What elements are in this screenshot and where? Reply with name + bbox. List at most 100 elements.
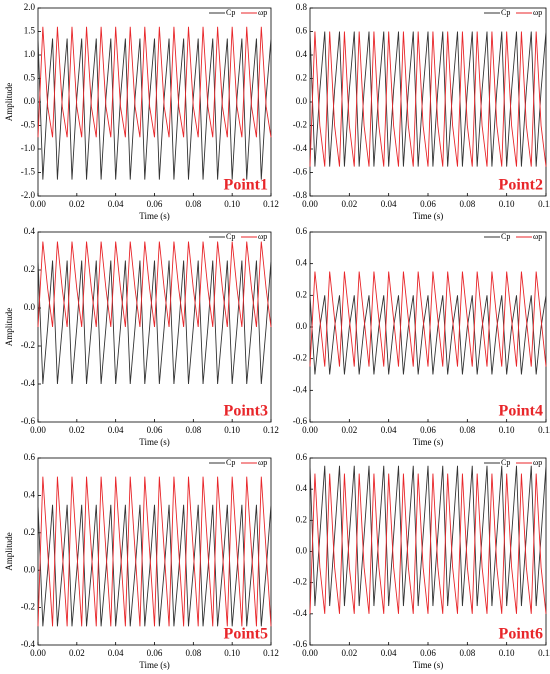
x-tick-label: 0.08 xyxy=(185,199,201,209)
y-axis-label: Amplitude xyxy=(4,308,14,347)
x-tick-label: 0.10 xyxy=(499,648,515,658)
legend-label: Cp xyxy=(226,8,235,17)
plot-frame xyxy=(309,231,547,423)
legend-label: ωp xyxy=(258,458,267,467)
x-tick-label: 0.02 xyxy=(341,425,357,435)
x-tick-label: 0.00 xyxy=(302,425,318,435)
x-tick-label: 0.04 xyxy=(108,648,124,658)
series-line xyxy=(37,504,272,627)
annotation: Point1 xyxy=(224,177,268,194)
y-axis-label: Amplitude xyxy=(4,83,14,122)
x-tick-label: 0.08 xyxy=(185,648,201,658)
series-line xyxy=(37,260,272,385)
panel: -0.6 -0.4 -0.2 0.0 0.2 0.4 0.6 0.00 0.02 0.04 0.06… xyxy=(293,226,550,447)
y-axis-label: Amplitude xyxy=(4,532,14,571)
series-line xyxy=(37,476,272,627)
y-tick-label: 0.0 xyxy=(296,546,308,556)
y-tick-label: -0.2 xyxy=(21,340,35,350)
legend-label: Cp xyxy=(501,232,510,241)
x-tick-label: 0.02 xyxy=(69,425,85,435)
x-tick-label: 0.04 xyxy=(108,199,124,209)
annotation: Point5 xyxy=(224,626,268,643)
y-tick-label: -0.2 xyxy=(293,577,307,587)
legend-label: ωp xyxy=(533,232,542,241)
y-tick-label: 0.2 xyxy=(24,264,35,274)
x-tick-label: 0.06 xyxy=(420,648,436,658)
y-tick-label: -1.0 xyxy=(21,143,36,153)
x-axis-label: Time (s) xyxy=(413,437,443,447)
y-tick-label: -0.4 xyxy=(21,639,36,649)
y-tick-label: -0.6 xyxy=(293,167,308,177)
x-tick-label: 0.00 xyxy=(30,199,46,209)
series-line xyxy=(37,38,272,180)
x-tick-label: 0.06 xyxy=(420,199,436,209)
y-tick-label: 1.0 xyxy=(24,49,36,59)
annotation: Point4 xyxy=(499,403,543,420)
x-tick-label: 0.08 xyxy=(459,199,475,209)
x-tick-label: 0.04 xyxy=(381,199,397,209)
x-tick-label: 0.00 xyxy=(30,425,46,435)
legend-label: Cp xyxy=(226,458,235,467)
y-tick-label: -0.2 xyxy=(293,353,307,363)
x-axis-label: Time (s) xyxy=(139,437,169,447)
y-tick-label: 0.2 xyxy=(24,527,35,537)
y-tick-label: -2.0 xyxy=(21,190,36,200)
y-tick-label: 0.4 xyxy=(24,489,36,499)
y-tick-label: 0.0 xyxy=(24,96,36,106)
y-tick-label: 0.4 xyxy=(296,258,308,268)
x-tick-label: 0.06 xyxy=(420,425,436,435)
y-tick-label: 0.6 xyxy=(296,26,308,36)
y-tick-label: 0.4 xyxy=(24,226,36,236)
y-tick-label: 1.5 xyxy=(24,26,36,36)
annotation: Point6 xyxy=(499,626,543,643)
x-tick-label: 0.12 xyxy=(538,199,550,209)
series-line xyxy=(37,241,272,328)
x-tick-label: 0.04 xyxy=(108,425,124,435)
panel: -0.6 -0.4 -0.2 0.0 0.2 0.4 0.00 0.02 0.04 0.06 0.0… xyxy=(4,226,279,447)
y-tick-label: 0.2 xyxy=(296,73,307,83)
legend-label: ωp xyxy=(533,458,542,467)
legend-label: Cp xyxy=(226,232,235,241)
x-tick-label: 0.06 xyxy=(147,648,163,658)
y-tick-label: -0.2 xyxy=(21,602,35,612)
y-tick-label: -0.4 xyxy=(293,608,308,618)
legend-label: Cp xyxy=(501,8,510,17)
y-tick-label: 0.0 xyxy=(296,96,308,106)
y-tick-label: -1.5 xyxy=(21,167,36,177)
x-tick-label: 0.02 xyxy=(341,648,357,658)
x-tick-label: 0.04 xyxy=(381,425,397,435)
x-tick-label: 0.02 xyxy=(341,199,357,209)
y-tick-label: 0.0 xyxy=(24,564,36,574)
y-tick-label: -0.4 xyxy=(293,143,308,153)
y-tick-label: -0.2 xyxy=(293,120,307,130)
x-tick-label: 0.00 xyxy=(302,199,318,209)
x-tick-label: 0.10 xyxy=(224,425,240,435)
x-tick-label: 0.10 xyxy=(499,199,515,209)
y-tick-label: -0.6 xyxy=(293,416,308,426)
x-tick-label: 0.02 xyxy=(69,199,85,209)
x-axis-label: Time (s) xyxy=(413,211,443,221)
y-tick-label: 0.6 xyxy=(296,452,308,462)
y-tick-label: -0.6 xyxy=(293,639,308,649)
y-tick-label: -0.4 xyxy=(21,378,36,388)
x-tick-label: 0.02 xyxy=(69,648,85,658)
x-tick-label: 0.12 xyxy=(263,648,279,658)
panel: -2.0 -1.5 -1.0 -0.5 0.0 0.5 1.0 1.5 2.0 0.00 0.02 0… xyxy=(4,2,279,221)
series-line xyxy=(309,31,547,167)
legend-label: ωp xyxy=(258,232,267,241)
x-tick-label: 0.08 xyxy=(459,648,475,658)
y-tick-label: 0.2 xyxy=(296,289,307,299)
y-tick-label: 0.5 xyxy=(24,73,36,83)
x-tick-label: 0.10 xyxy=(224,648,240,658)
series-line xyxy=(309,271,547,367)
panel: -0.8 -0.6 -0.4 -0.2 0.0 0.2 0.4 0.6 0.8 0.00 0.02 0… xyxy=(293,2,550,221)
x-tick-label: 0.06 xyxy=(147,199,163,209)
legend-label: ωp xyxy=(533,8,542,17)
x-tick-label: 0.04 xyxy=(381,648,397,658)
y-tick-label: 0.0 xyxy=(24,302,36,312)
y-tick-label: 0.6 xyxy=(24,452,36,462)
y-tick-label: 0.0 xyxy=(296,321,308,331)
y-tick-label: 0.4 xyxy=(296,49,308,59)
series-line xyxy=(309,31,547,167)
x-tick-label: 0.12 xyxy=(538,425,550,435)
